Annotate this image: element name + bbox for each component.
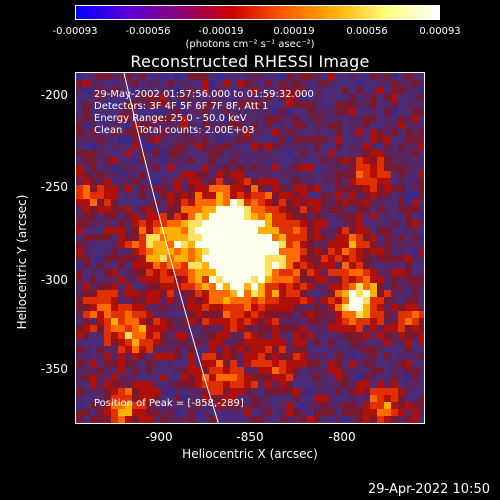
y-tick-label: -300 <box>40 273 68 287</box>
colorbar-tick-label: -0.00019 <box>198 26 244 37</box>
x-tick-label: -800 <box>328 430 356 444</box>
colorbar-tick-label: 0.00019 <box>273 26 315 37</box>
info-line-detectors: Detectors: 3F 4F 5F 6F 7F 8F, Att 1 <box>94 101 269 112</box>
footer-timestamp: 29-Apr-2022 10:50 <box>368 482 490 497</box>
rhessi-image <box>76 73 424 423</box>
info-line-clean: Clean Total counts: 2.00E+03 <box>94 125 255 136</box>
y-tick-label: -350 <box>40 362 68 376</box>
colorbar-tick-label: -0.00093 <box>52 26 98 37</box>
y-axis-label: Heliocentric Y (arcsec) <box>15 194 29 330</box>
x-tick-label: -850 <box>236 430 264 444</box>
colorbar-tick-label: 0.00056 <box>346 26 388 37</box>
x-axis-label: Heliocentric X (arcsec) <box>182 447 318 461</box>
peak-position-label: Position of Peak = [-858,-289] <box>94 398 244 409</box>
colorbar-tick-label: 0.00093 <box>419 26 461 37</box>
colorbar <box>75 5 440 20</box>
colorbar-tick-label: -0.00056 <box>125 26 171 37</box>
info-line-time: 29-May-2002 01:57:56.000 to 01:59:32.000 <box>94 89 314 100</box>
colorbar-units-label: (photons cm⁻² s⁻¹ asec⁻²) <box>185 39 315 50</box>
plot-title: Reconstructed RHESSI Image <box>130 52 370 71</box>
y-tick-label: -250 <box>40 180 68 194</box>
y-tick-label: -200 <box>40 88 68 102</box>
info-line-energy: Energy Range: 25.0 - 50.0 keV <box>94 113 247 124</box>
solar-limb-line <box>123 73 219 423</box>
x-tick-label: -900 <box>145 430 173 444</box>
image-plot: 29-May-2002 01:57:56.000 to 01:59:32.000… <box>75 72 425 424</box>
